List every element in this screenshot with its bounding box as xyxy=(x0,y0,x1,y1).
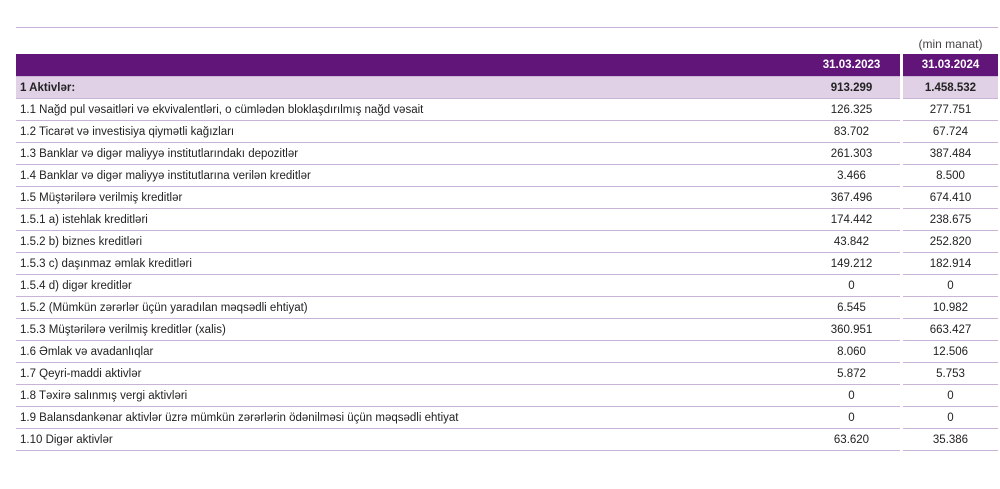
value-2024: 182.914 xyxy=(900,252,998,275)
value-2024: 663.427 xyxy=(900,318,998,341)
table-row: 1.5.4 d) digər kreditlər 0 0 xyxy=(16,274,998,297)
value-2023: 149.212 xyxy=(803,252,902,275)
table-row: 1.5.3 c) daşınmaz əmlak kreditləri 149.21… xyxy=(16,252,998,275)
value-2024: 0 xyxy=(900,406,998,429)
total-row: 1 Aktivlər: 913.299 1.458.532 xyxy=(16,76,998,99)
row-label: 1.1 Nağd pul vəsaitləri və ekvivalentlər… xyxy=(16,98,803,121)
value-2023: 3.466 xyxy=(803,164,902,187)
value-2023: 63.620 xyxy=(803,428,902,451)
value-2024: 0 xyxy=(900,384,998,407)
table-row: 1.8 Təxirə salınmış vergi aktivləri 0 0 xyxy=(16,384,998,407)
row-label: 1.5.3 c) daşınmaz əmlak kreditləri xyxy=(16,252,803,275)
value-2024: 10.982 xyxy=(900,296,998,319)
table-row: 1.1 Nağd pul vəsaitləri və ekvivalentlər… xyxy=(16,98,998,121)
row-label: 1.7 Qeyri-maddi aktivlər xyxy=(16,362,803,385)
value-2023: 8.060 xyxy=(803,340,902,363)
row-label: 1 Aktivlər: xyxy=(16,76,803,99)
row-label: 1.5.1 a) istehlak kreditləri xyxy=(16,208,803,231)
value-2023: 261.303 xyxy=(803,142,902,165)
value-2024: 1.458.532 xyxy=(900,76,998,99)
table-row: 1.7 Qeyri-maddi aktivlər 5.872 5.753 xyxy=(16,362,998,385)
value-2024: 674.410 xyxy=(900,186,998,209)
value-2024: 277.751 xyxy=(900,98,998,121)
table-row: 1.5 Müştərilərə verilmiş kreditlər 367.49… xyxy=(16,186,998,209)
value-2023: 174.442 xyxy=(803,208,902,231)
value-2024: 252.820 xyxy=(900,230,998,253)
table-row: 1.10 Digər aktivlər 63.620 35.386 xyxy=(16,428,998,451)
value-2023: 43.842 xyxy=(803,230,902,253)
table-row: 1.2 Ticarət və investisiya qiymətli kağı… xyxy=(16,120,998,143)
value-2024: 67.724 xyxy=(900,120,998,143)
value-2023: 83.702 xyxy=(803,120,902,143)
top-divider xyxy=(16,27,998,28)
table-row: 1.9 Balansdankənar aktivlər üzrə mümkün … xyxy=(16,406,998,429)
value-2024: 12.506 xyxy=(900,340,998,363)
row-label: 1.9 Balansdankənar aktivlər üzrə mümkün … xyxy=(16,406,803,429)
value-2023: 0 xyxy=(803,274,902,297)
value-2024: 387.484 xyxy=(900,142,998,165)
value-2023: 6.545 xyxy=(803,296,902,319)
table-row: 1.5.2 (Mümkün zərərlər üçün yaradılan mə… xyxy=(16,296,998,319)
table-row: 1.4 Banklar və digər maliyyə institutlar… xyxy=(16,164,998,187)
header-row: 31.03.2023 31.03.2024 xyxy=(16,54,998,77)
value-2023: 367.496 xyxy=(803,186,902,209)
table-row: 1.6 Əmlak və avadanlıqlar 8.060 12.506 xyxy=(16,340,998,363)
column-header-2024: 31.03.2024 xyxy=(900,54,998,77)
value-2023: 360.951 xyxy=(803,318,902,341)
row-label: 1.3 Banklar və digər maliyyə institutlar… xyxy=(16,142,803,165)
table-row: 1.5.2 b) biznes kreditləri 43.842 252.820 xyxy=(16,230,998,253)
value-2023: 0 xyxy=(803,406,902,429)
value-2024: 0 xyxy=(900,274,998,297)
header-label-cell xyxy=(16,54,803,77)
row-label: 1.4 Banklar və digər maliyyə institutlar… xyxy=(16,164,803,187)
value-2023: 5.872 xyxy=(803,362,902,385)
row-label: 1.5.2 (Mümkün zərərlər üçün yaradılan mə… xyxy=(16,296,803,319)
value-2024: 35.386 xyxy=(900,428,998,451)
row-label: 1.8 Təxirə salınmış vergi aktivləri xyxy=(16,384,803,407)
value-2024: 5.753 xyxy=(900,362,998,385)
column-header-2023: 31.03.2023 xyxy=(803,54,902,77)
value-2023: 0 xyxy=(803,384,902,407)
row-label: 1.5.4 d) digər kreditlər xyxy=(16,274,803,297)
value-2023: 913.299 xyxy=(803,76,902,99)
row-label: 1.6 Əmlak və avadanlıqlar xyxy=(16,340,803,363)
assets-table: 31.03.2023 31.03.2024 1 Aktivlər: 913.299… xyxy=(16,54,998,451)
value-2023: 126.325 xyxy=(803,98,902,121)
value-2024: 8.500 xyxy=(900,164,998,187)
row-label: 1.5.2 b) biznes kreditləri xyxy=(16,230,803,253)
table-row: 1.5.1 a) istehlak kreditləri 174.442 238.6… xyxy=(16,208,998,231)
unit-label: (min manat) xyxy=(918,37,983,51)
row-label: 1.5 Müştərilərə verilmiş kreditlər xyxy=(16,186,803,209)
row-label: 1.10 Digər aktivlər xyxy=(16,428,803,451)
row-label: 1.5.3 Müştərilərə verilmiş kreditlər (xa… xyxy=(16,318,803,341)
row-label: 1.2 Ticarət və investisiya qiymətli kağı… xyxy=(16,120,803,143)
value-2024: 238.675 xyxy=(900,208,998,231)
table-row: 1.5.3 Müştərilərə verilmiş kreditlər (xa… xyxy=(16,318,998,341)
table-row: 1.3 Banklar və digər maliyyə institutlar… xyxy=(16,142,998,165)
